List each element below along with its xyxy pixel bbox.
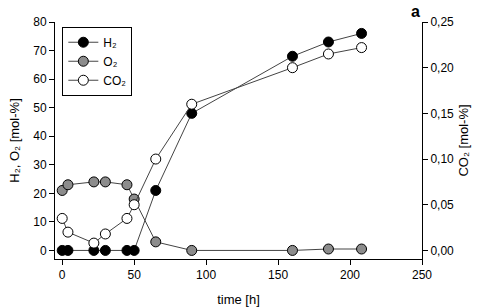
svg-text:0,25: 0,25 [430, 15, 454, 29]
svg-text:80: 80 [33, 15, 47, 29]
svg-text:0,15: 0,15 [430, 107, 454, 121]
svg-text:60: 60 [33, 72, 47, 86]
svg-text:30: 30 [33, 158, 47, 172]
svg-text:150: 150 [268, 268, 288, 282]
svg-text:0: 0 [40, 244, 47, 258]
svg-text:H₂: H₂ [103, 36, 117, 50]
svg-text:H₂, O₂ [mol-%]: H₂, O₂ [mol-%] [7, 98, 22, 183]
svg-text:0,00: 0,00 [430, 244, 454, 258]
svg-text:0,20: 0,20 [430, 61, 454, 75]
svg-text:a: a [411, 3, 420, 20]
svg-text:70: 70 [33, 44, 47, 58]
svg-text:0,05: 0,05 [430, 198, 454, 212]
svg-text:CO₂: CO₂ [103, 74, 126, 88]
svg-text:0: 0 [59, 268, 66, 282]
svg-text:O₂: O₂ [103, 55, 117, 69]
svg-text:40: 40 [33, 129, 47, 143]
svg-text:50: 50 [33, 101, 47, 115]
svg-text:time [h]: time [h] [217, 292, 260, 307]
svg-text:0,10: 0,10 [430, 152, 454, 166]
svg-text:50: 50 [127, 268, 141, 282]
svg-text:20: 20 [33, 187, 47, 201]
svg-text:250: 250 [412, 268, 432, 282]
svg-text:100: 100 [196, 268, 216, 282]
svg-text:200: 200 [340, 268, 360, 282]
svg-text:10: 10 [33, 215, 47, 229]
svg-text:CO₂ [mol-%]: CO₂ [mol-%] [456, 104, 471, 176]
